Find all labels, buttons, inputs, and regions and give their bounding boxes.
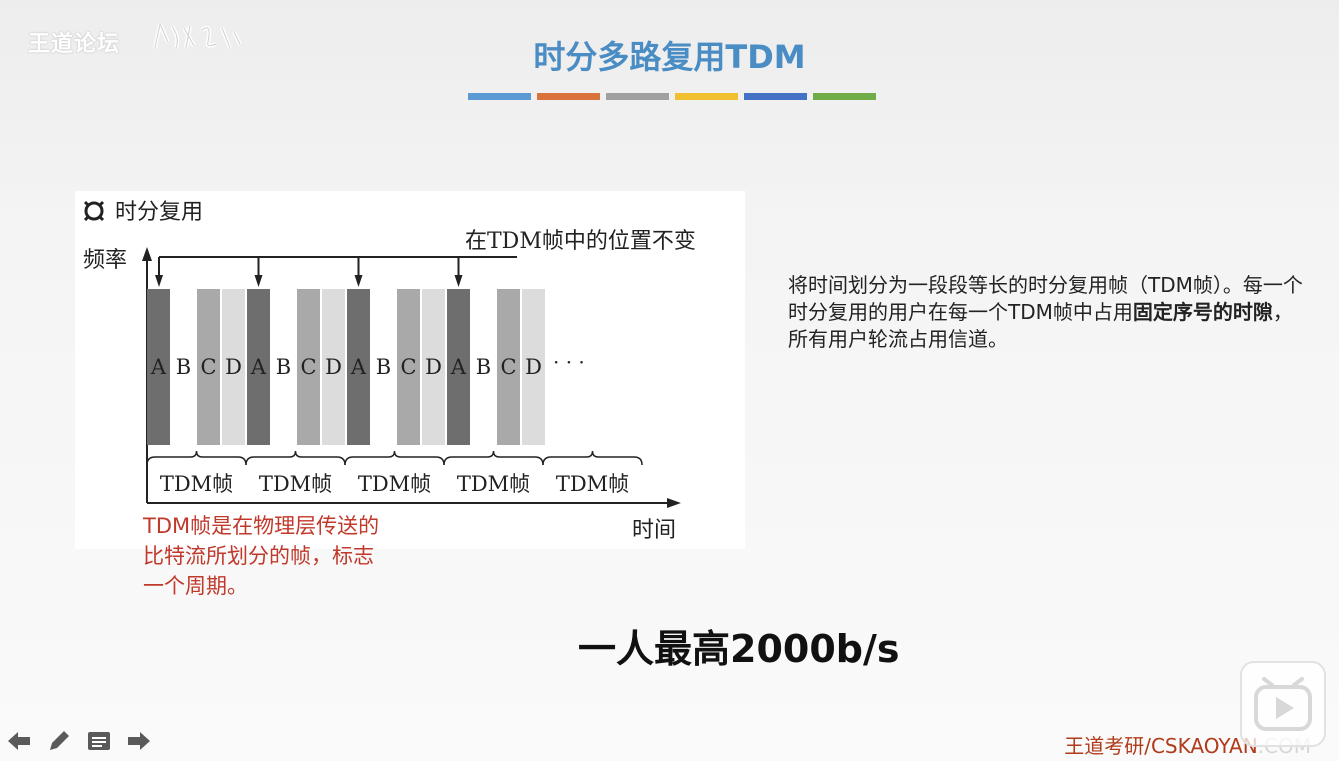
ellipsis: · · · [553,350,585,374]
slot-label: A [150,355,167,379]
color-bar-4 [675,93,738,100]
arrow-right-icon[interactable] [124,726,154,756]
pencil-icon[interactable] [44,726,74,756]
frame-label: TDM帧 [160,472,233,496]
slot-c-frame-1 [197,289,220,445]
tdm-frame-note: TDM帧是在物理层传送的比特流所划分的帧，标志一个周期。 [143,514,380,598]
slot-label: B [276,355,291,379]
slot-label: B [376,355,391,379]
slot-b-frame-1 [172,289,195,445]
frame-brace [344,450,445,466]
frame-label: TDM帧 [457,472,530,496]
down-arrow-head [254,275,263,287]
down-arrows [155,257,463,287]
position-annotation: 在TDM帧中的位置不变 [465,229,696,254]
slot-label: A [250,355,267,379]
slot-label: C [400,355,416,379]
down-arrow-head [354,275,363,287]
slot-label: B [476,355,491,379]
symbol-icon [83,200,105,222]
forum-watermark: 王道论坛 [28,32,121,57]
slot-a-frame-3 [347,289,370,445]
slot-a-frame-2 [247,289,270,445]
slot-c-frame-4 [497,289,520,445]
slot-label: D [525,355,542,379]
frame-brace [146,450,247,466]
slot-label: D [425,355,442,379]
frame-brace [443,450,544,466]
slot-label: C [500,355,516,379]
slot-b-frame-4 [472,289,495,445]
y-axis-label: 频率 [83,248,127,273]
color-bar-5 [744,93,807,100]
figure-heading: 时分复用 [115,200,203,225]
brand-main: 王道考研/CSKAOYAN [1064,734,1258,758]
slot-c-frame-2 [297,289,320,445]
y-axis-arrow [142,247,152,261]
slot-a-frame-4 [447,289,470,445]
frame-brace [245,450,346,466]
frame-label: TDM帧 [556,472,629,496]
description-part1: 将时间划分为一段段等长的时分复用帧（TDM帧）。每一个时分复用的用户在每一个TD… [788,273,1303,324]
slot-a-frame-1 [147,289,170,445]
menu-icon[interactable] [84,726,114,756]
slot-label: D [225,355,242,379]
arrow-left-icon[interactable] [4,726,34,756]
frame-braces: TDM帧 TDM帧 TDM帧 TDM帧 TDM帧 [146,450,643,496]
title-color-bars [468,93,876,100]
description-bold: 固定序号的时隙 [1132,300,1273,324]
frame-brace [542,450,643,466]
slot-label: A [450,355,467,379]
x-axis-label: 时间 [632,518,676,543]
play-icon [1254,677,1312,731]
slide-title: 时分多路复用TDM [533,38,806,76]
color-bar-3 [606,93,669,100]
description-part2: ，所有用户轮流占用信道。 [788,300,1293,351]
slot-label: D [325,355,342,379]
signature-watermark [153,23,242,49]
slot-label: B [176,355,191,379]
slot-b-frame-2 [272,289,295,445]
slot-label: C [200,355,216,379]
down-arrow-head [155,275,163,287]
description: 将时间划分为一段段等长的时分复用帧（TDM帧）。每一个时分复用的用户在每一个TD… [788,272,1308,353]
slot-label: A [350,355,367,379]
color-bar-1 [468,93,531,100]
slot-d-frame-3 [422,289,445,445]
color-bar-6 [813,93,876,100]
frame-label: TDM帧 [259,472,332,496]
slot-d-frame-4 [522,289,545,445]
color-bar-2 [537,93,600,100]
emphasis-text: 一人最高2000b/s [578,627,900,671]
frame-label: TDM帧 [358,472,431,496]
slot-label: C [300,355,316,379]
slot-d-frame-1 [222,289,245,445]
slot-c-frame-3 [397,289,420,445]
slide-toolbar [4,726,154,756]
down-arrow-head [454,275,463,287]
x-axis-arrow [667,498,681,508]
slot-b-frame-3 [372,289,395,445]
video-play-badge[interactable] [1240,661,1326,747]
slot-d-frame-2 [322,289,345,445]
